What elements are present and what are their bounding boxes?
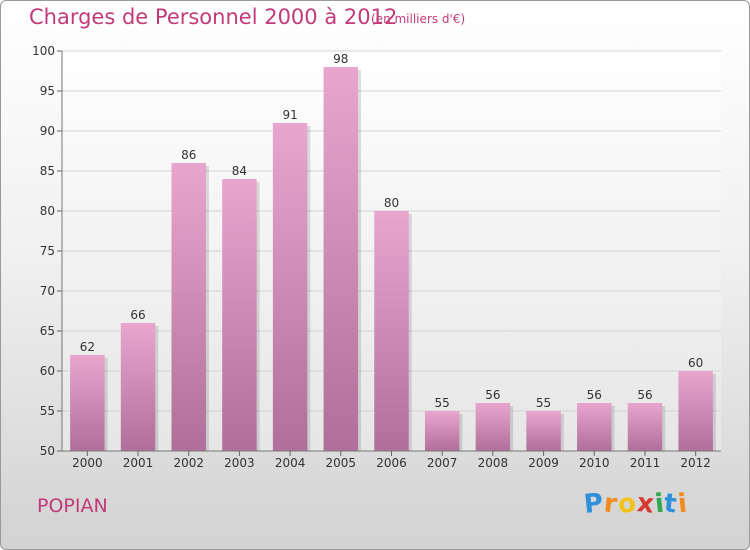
x-tick-label: 2002 xyxy=(173,456,204,470)
x-tick-label: 2006 xyxy=(376,456,407,470)
data-label: 62 xyxy=(80,340,95,354)
data-label: 84 xyxy=(232,164,247,178)
y-tick-label: 90 xyxy=(40,124,55,138)
x-tick-label: 2008 xyxy=(478,456,509,470)
commune-name: POPIAN xyxy=(37,495,108,517)
data-label: 91 xyxy=(282,108,297,122)
x-tick-label: 2010 xyxy=(579,456,610,470)
data-label: 56 xyxy=(485,388,500,402)
bar xyxy=(374,211,409,451)
data-label: 80 xyxy=(384,196,399,210)
y-tick-label: 75 xyxy=(40,244,55,258)
data-label: 56 xyxy=(637,388,652,402)
proxiti-logo: Proxiti xyxy=(582,488,690,520)
data-label: 60 xyxy=(688,356,703,370)
y-tick-label: 55 xyxy=(40,404,55,418)
y-tick-label: 80 xyxy=(40,204,55,218)
data-label: 55 xyxy=(536,396,551,410)
data-label: 98 xyxy=(333,52,348,66)
y-tick-label: 70 xyxy=(40,284,55,298)
x-tick-label: 2007 xyxy=(427,456,458,470)
bar xyxy=(171,163,206,451)
data-label: 56 xyxy=(587,388,602,402)
bar xyxy=(678,371,713,451)
y-tick-label: 95 xyxy=(40,84,55,98)
bars: 62 66 86 84 91 98 80 55 56 55 56 56 60 xyxy=(70,52,716,451)
bar xyxy=(272,123,308,451)
x-tick-label: 2009 xyxy=(528,456,559,470)
x-tick-label: 2003 xyxy=(224,456,255,470)
y-tick-label: 85 xyxy=(40,164,55,178)
bar xyxy=(120,323,156,451)
axes: 50 55 60 65 70 75 80 85 90 95 100 2000 2001 2002 2003 2… xyxy=(32,44,721,470)
logo-letter: i xyxy=(676,488,690,520)
y-tick-label: 50 xyxy=(40,444,55,458)
x-tick-label: 2004 xyxy=(275,456,306,470)
y-tick-label: 65 xyxy=(40,324,55,338)
chart-title: Charges de Personnel 2000 à 2012 xyxy=(29,5,398,29)
bar xyxy=(222,179,257,451)
y-tick-label: 100 xyxy=(32,44,55,58)
x-tick-label: 2011 xyxy=(630,456,661,470)
bar xyxy=(475,403,511,451)
data-label: 86 xyxy=(181,148,196,162)
bar xyxy=(424,411,460,451)
bar xyxy=(323,67,359,451)
chart-subtitle: (en milliers d'€) xyxy=(371,12,466,26)
bar xyxy=(577,403,612,451)
bar xyxy=(627,403,663,451)
bar xyxy=(70,355,105,451)
x-tick-label: 2000 xyxy=(72,456,103,470)
y-tick-label: 60 xyxy=(40,364,55,378)
bar xyxy=(526,411,561,451)
x-tick-label: 2005 xyxy=(326,456,357,470)
x-tick-label: 2012 xyxy=(680,456,711,470)
data-label: 66 xyxy=(130,308,145,322)
x-tick-label: 2001 xyxy=(123,456,154,470)
data-label: 55 xyxy=(435,396,450,410)
